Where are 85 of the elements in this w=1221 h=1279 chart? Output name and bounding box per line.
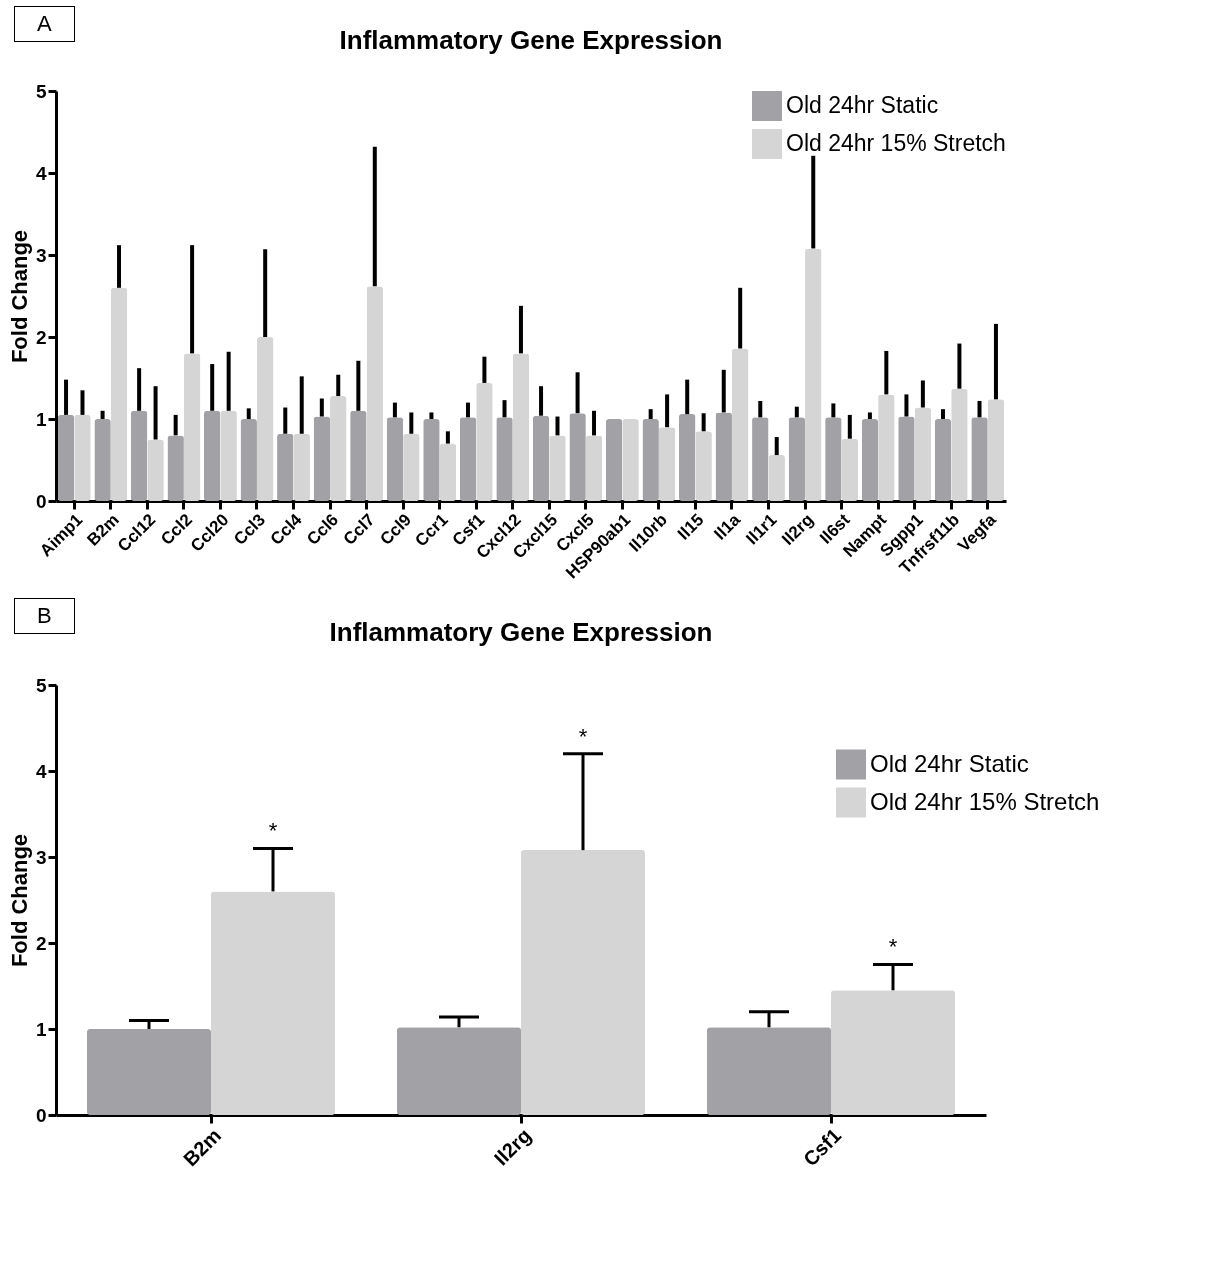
- x-tick-label: Il1a: [710, 509, 745, 544]
- bar: [521, 850, 645, 1115]
- chart-title: Inflammatory Gene Expression: [329, 617, 713, 647]
- legend-label: Old 24hr Static: [870, 749, 1029, 777]
- bar: [642, 419, 659, 501]
- bar: [330, 396, 347, 501]
- bar: [386, 417, 404, 501]
- annotation: *: [578, 723, 588, 749]
- x-tick-label: Il15: [673, 510, 708, 544]
- bar: [403, 433, 420, 501]
- bar: [496, 417, 513, 501]
- legend-label: Old 24hr 15% Stretch: [870, 787, 1100, 815]
- y-tick-label: 1: [35, 1018, 47, 1040]
- bar: [459, 417, 477, 501]
- bar: [94, 419, 111, 501]
- bar: [788, 417, 806, 501]
- bar: [476, 382, 493, 501]
- bar: [350, 410, 367, 501]
- bar: [715, 412, 732, 501]
- y-axis-title: Fold Change: [6, 833, 32, 968]
- bar: [256, 337, 274, 501]
- bar: [861, 419, 879, 501]
- bar: [147, 439, 164, 501]
- bar: [549, 435, 566, 501]
- y-tick-label: 5: [35, 674, 47, 696]
- y-tick-label: 4: [35, 162, 47, 184]
- legend-label: Old 24hr 15% Stretch: [786, 130, 1006, 156]
- annotation: *: [888, 934, 898, 960]
- bar: [220, 410, 237, 501]
- bar: [914, 407, 932, 501]
- bar: [707, 1027, 831, 1115]
- y-axis-title: Fold Change: [6, 229, 32, 364]
- bar: [585, 435, 603, 501]
- bar: [532, 415, 550, 501]
- bar: [423, 419, 440, 501]
- bar: [605, 419, 623, 501]
- y-tick-label: 0: [35, 490, 47, 512]
- bar: [768, 455, 785, 501]
- bar: [277, 433, 294, 501]
- bar: [658, 427, 676, 501]
- y-tick-label: 1: [35, 408, 47, 430]
- y-tick-label: 2: [35, 932, 47, 954]
- bar: [87, 1029, 211, 1115]
- bar: [569, 413, 586, 501]
- bar: [731, 348, 749, 501]
- y-tick-label: 3: [35, 244, 47, 266]
- bar: [678, 414, 696, 501]
- bar: [951, 388, 968, 501]
- bar: [211, 891, 335, 1115]
- legend-label: Old 24hr Static: [786, 92, 939, 118]
- bar: [695, 431, 712, 501]
- bar: [293, 433, 310, 501]
- y-tick-label: 2: [35, 326, 47, 348]
- annotation: *: [268, 818, 278, 844]
- bar: [313, 416, 331, 501]
- panel-label: B: [14, 598, 75, 634]
- y-tick-label: 5: [35, 80, 47, 102]
- bar: [74, 414, 91, 501]
- bar: [934, 419, 952, 501]
- bar: [831, 990, 955, 1115]
- bar: [805, 248, 822, 501]
- bar: [366, 286, 384, 501]
- bar: [203, 410, 221, 501]
- bar: [898, 416, 915, 501]
- bar: [512, 353, 530, 501]
- bar: [240, 419, 257, 501]
- bar: [878, 394, 895, 501]
- y-tick-label: 4: [35, 760, 47, 782]
- bar: [825, 417, 842, 501]
- bar: [57, 414, 75, 501]
- y-tick-label: 0: [35, 1104, 47, 1126]
- bar: [167, 435, 184, 501]
- bar: [752, 417, 769, 501]
- bar: [622, 419, 639, 501]
- bar: [183, 353, 201, 501]
- bar: [987, 399, 1005, 501]
- panel-label: A: [14, 6, 75, 42]
- bar: [397, 1027, 521, 1115]
- chart-title: Inflammatory Gene Expression: [339, 25, 723, 55]
- bar: [971, 417, 988, 501]
- bar: [841, 438, 859, 501]
- bar: [110, 287, 128, 501]
- bar: [439, 443, 457, 501]
- y-tick-label: 3: [35, 846, 47, 868]
- bar: [130, 410, 148, 501]
